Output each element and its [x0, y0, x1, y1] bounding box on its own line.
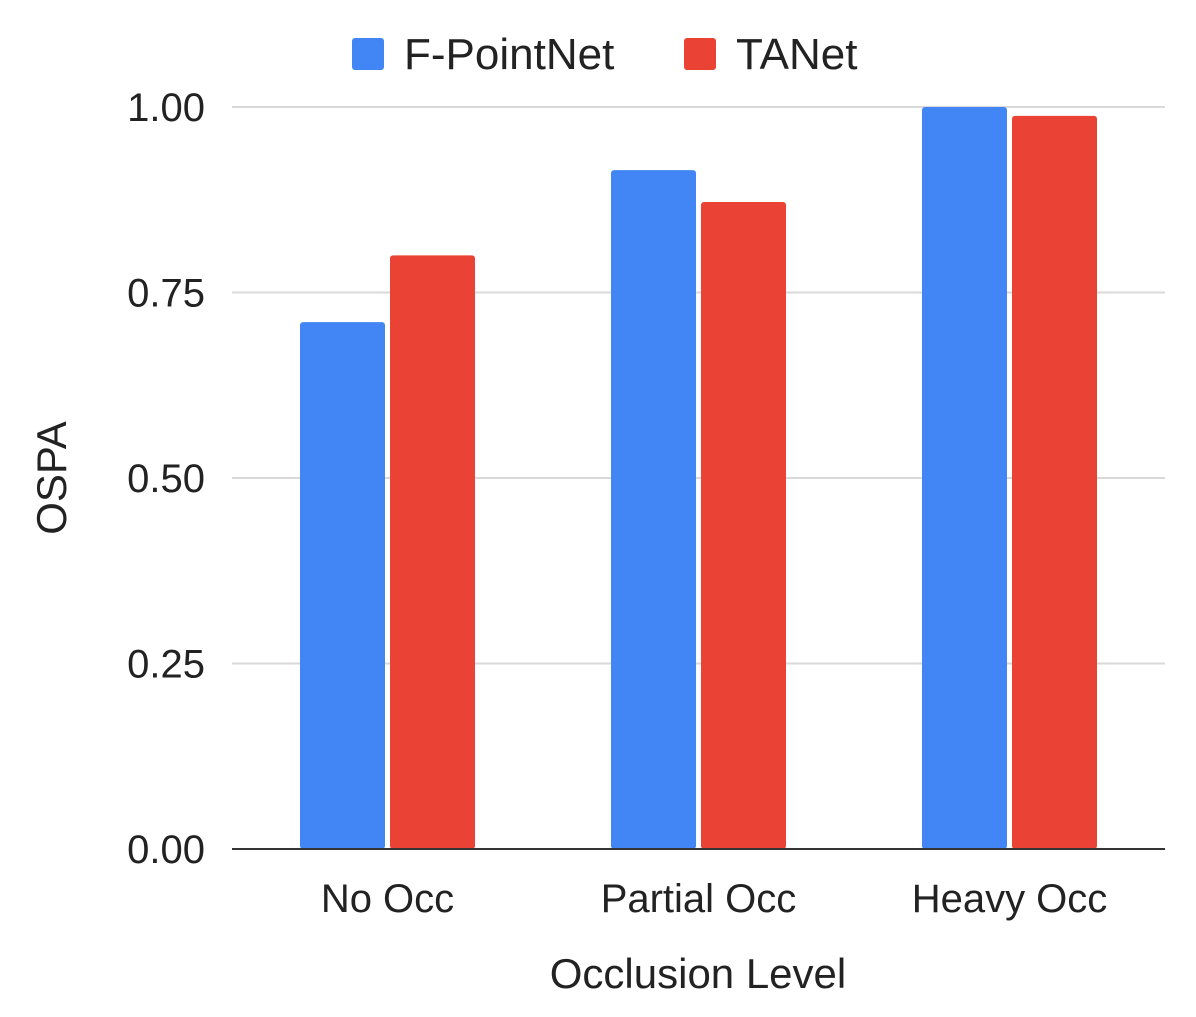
- legend-swatch-tanet: [684, 38, 716, 70]
- x-tick-label: Heavy Occ: [912, 877, 1108, 921]
- bar-tanet-heavy-occ: [1012, 115, 1097, 850]
- bar-f-pointnet-partial-occ: [611, 170, 696, 849]
- bar-tanet-no-occ: [390, 255, 475, 849]
- y-tick-label: 0.50: [127, 457, 205, 501]
- y-tick-label: 0.00: [127, 828, 205, 872]
- legend-label-tanet: TANet: [736, 30, 857, 79]
- y-axis-title: OSPA: [28, 421, 75, 535]
- bar-f-pointnet-heavy-occ: [922, 107, 1007, 849]
- y-tick-label: 0.25: [127, 643, 205, 687]
- x-axis-title: Occlusion Level: [550, 950, 846, 997]
- legend-label-f-pointnet: F-PointNet: [404, 30, 614, 79]
- bars: [300, 107, 1097, 850]
- bar-f-pointnet-no-occ: [300, 322, 385, 849]
- x-tick-label: Partial Occ: [601, 877, 797, 921]
- legend-swatch-f-pointnet: [352, 38, 384, 70]
- x-axis-ticks: No Occ Partial Occ Heavy Occ: [321, 877, 1107, 921]
- legend: F-PointNet TANet: [352, 30, 857, 79]
- gridlines: [232, 106, 1165, 665]
- bar-tanet-partial-occ: [701, 201, 786, 849]
- y-tick-label: 0.75: [127, 272, 205, 316]
- x-tick-label: No Occ: [321, 877, 454, 921]
- y-tick-label: 1.00: [127, 86, 205, 130]
- y-axis-ticks: 0.00 0.25 0.50 0.75 1.00: [127, 86, 205, 872]
